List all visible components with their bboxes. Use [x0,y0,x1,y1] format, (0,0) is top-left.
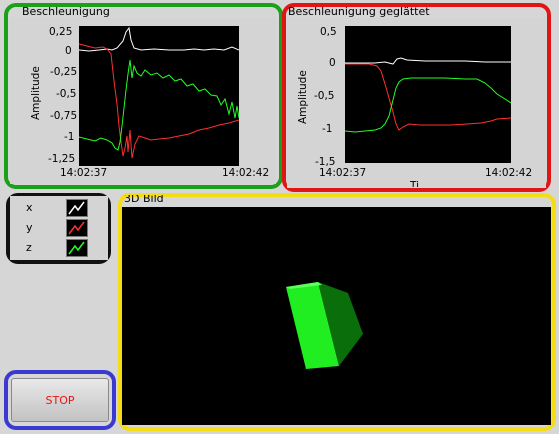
graph1-plot [79,26,239,166]
graph2-ytick: -0,5 [314,90,335,102]
plot-legend: x y z [10,196,108,260]
graph1-xtick: 14:02:42 [222,167,270,179]
graph1-ylabel: Amplitude [30,66,42,120]
graph2-plot [345,26,511,163]
legend-swatch-z[interactable] [66,239,88,257]
legend-label-x: x [26,201,33,214]
graph1-ytick: -0,75 [50,110,78,122]
graph2-xtick: 14:02:42 [485,167,533,179]
smoothed-acceleration-group-frame [282,3,551,192]
stop-group-frame [4,370,116,430]
graph2-ytick: 0 [329,57,336,69]
graph2-ytick: -1,5 [315,156,336,168]
3d-cube-object [286,282,363,369]
graph1-ytick: 0 [65,45,72,57]
legend-swatch-x[interactable] [66,199,88,217]
graph1-ytick: -0,5 [56,88,77,100]
acceleration-group-frame [4,3,283,189]
graph1-ytick: -0,25 [50,66,78,78]
legend-group-frame [6,193,111,264]
3d-view-title: 3D Bild [124,195,164,204]
graph1-xtick: 14:02:37 [60,167,108,179]
graph2-xlabel: Ti [410,181,420,187]
graph1-title: Beschleunigung [22,5,110,18]
3d-view-canvas[interactable] [122,207,551,425]
graph1-series-y [79,43,239,159]
legend-label-z: z [26,241,32,254]
graph1-ytick: -1 [64,131,75,143]
graph2-ytick: 0,5 [320,26,337,38]
legend-label-y: y [26,221,33,234]
graph2-ylabel: Amplitude [297,70,309,124]
graph1-series-x [79,26,239,52]
stop-button[interactable]: STOP [11,378,109,422]
graph2-series-z [345,77,511,133]
3d-view-group-frame [118,193,556,431]
graph2-series-x [345,57,511,65]
graph2-series-y [345,63,511,131]
graph2-ytick: -1 [322,123,333,135]
legend-swatch-y[interactable] [66,219,88,237]
graph2-xtick: 14:02:37 [319,167,367,179]
graph1-ytick: -1,25 [48,153,76,165]
graph1-series-z [79,59,239,151]
graph2-title: Beschleunigung geglättet [288,5,430,18]
graph1-ytick: 0,25 [49,26,73,38]
